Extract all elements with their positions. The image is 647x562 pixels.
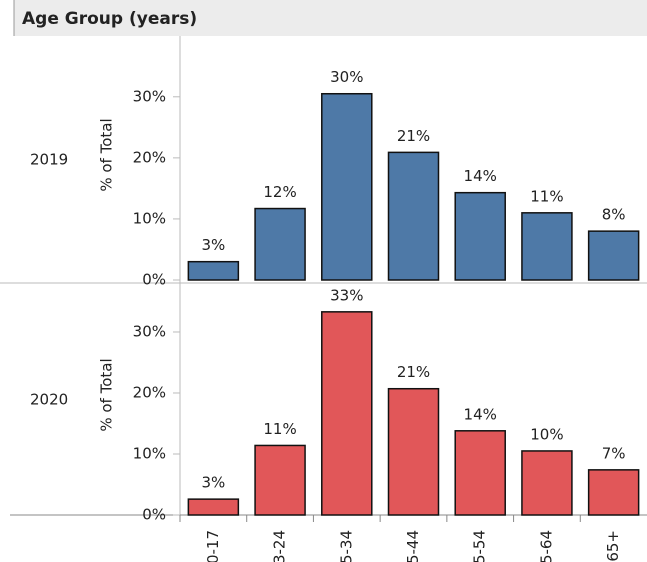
value-label: 11% — [530, 187, 563, 205]
value-label: 14% — [464, 405, 497, 423]
value-label: 30% — [330, 68, 363, 86]
value-label: 21% — [397, 363, 430, 381]
value-label: 11% — [263, 420, 296, 438]
chart-title: Age Group (years) — [22, 9, 197, 29]
bar — [387, 151, 440, 281]
y-tick-label: 30% — [133, 87, 166, 105]
bar — [587, 230, 640, 281]
x-tick-label: 3-24 — [271, 530, 289, 562]
y-tick-label: 10% — [133, 209, 166, 227]
value-label: 21% — [397, 127, 430, 145]
y-tick-label: 20% — [133, 148, 166, 166]
value-label: 33% — [330, 286, 363, 304]
x-tick-label: 65+ — [604, 530, 622, 562]
value-label: 10% — [530, 425, 563, 443]
bar — [521, 450, 573, 516]
value-label: 12% — [263, 183, 296, 201]
value-label: 7% — [602, 444, 626, 462]
bar — [454, 430, 506, 516]
y-axis-title: % of Total — [98, 358, 116, 431]
bar — [254, 444, 306, 516]
value-label: 14% — [464, 167, 497, 185]
bar — [321, 92, 373, 281]
bar — [187, 498, 240, 516]
bar — [387, 387, 440, 516]
x-tick-label: 5-64 — [537, 530, 555, 562]
header-bar — [14, 0, 647, 36]
bar — [587, 469, 640, 516]
bar — [321, 311, 373, 516]
y-tick-label: 10% — [133, 444, 166, 462]
bar — [521, 212, 573, 281]
value-label: 3% — [201, 474, 225, 492]
bar — [254, 207, 306, 281]
row-label: 2019 — [30, 151, 68, 169]
value-label: 3% — [201, 236, 225, 254]
x-tick-label: 5-34 — [337, 530, 355, 562]
y-tick-label: 0% — [142, 506, 166, 524]
y-axis-title: % of Total — [98, 118, 116, 191]
y-tick-label: 20% — [133, 383, 166, 401]
row-label: 2020 — [30, 391, 68, 409]
bar — [454, 191, 506, 281]
x-tick-label: 0-17 — [204, 530, 222, 562]
x-tick-label: 5-44 — [404, 530, 422, 562]
y-tick-label: 0% — [142, 271, 166, 289]
value-label: 8% — [602, 206, 626, 224]
y-tick-label: 30% — [133, 322, 166, 340]
bar — [187, 260, 240, 281]
x-tick-label: 5-54 — [471, 530, 489, 562]
